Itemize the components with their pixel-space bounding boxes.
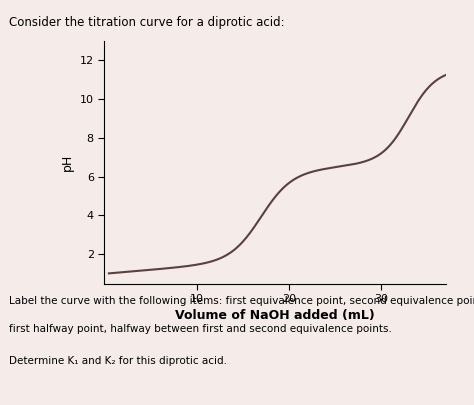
Text: first halfway point, halfway between first and second equivalence points.: first halfway point, halfway between fir…: [9, 324, 392, 334]
Text: Consider the titration curve for a diprotic acid:: Consider the titration curve for a dipro…: [9, 16, 285, 29]
X-axis label: Volume of NaOH added (mL): Volume of NaOH added (mL): [175, 309, 375, 322]
Text: Label the curve with the following items: first equivalence point, second equiva: Label the curve with the following items…: [9, 296, 474, 306]
Y-axis label: pH: pH: [61, 153, 74, 171]
Text: Determine K₁ and K₂ for this diprotic acid.: Determine K₁ and K₂ for this diprotic ac…: [9, 356, 228, 367]
